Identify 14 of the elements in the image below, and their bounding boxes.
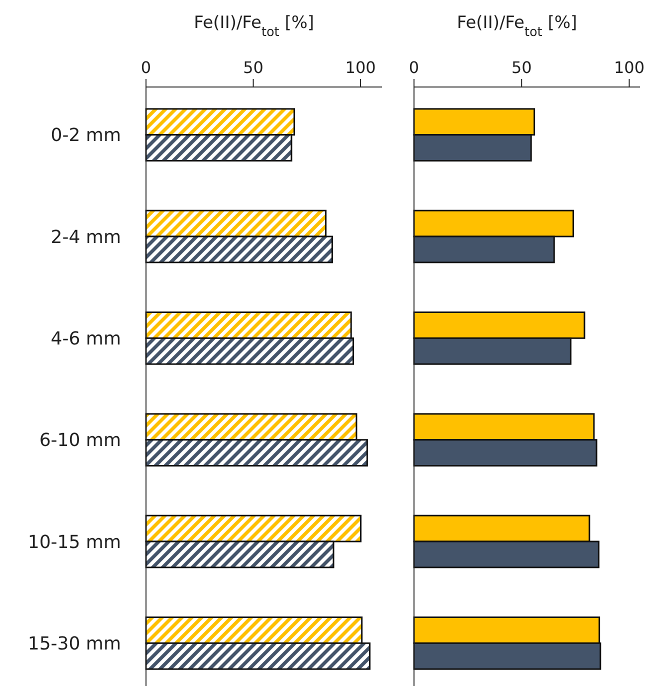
x-tick-label: 100 — [614, 58, 645, 77]
x-tick-label: 0 — [408, 58, 420, 77]
y-tick-label: 2-4 mm — [50, 226, 121, 248]
x-tick-label: 50 — [511, 58, 532, 77]
y-tick-label: 0-2 mm — [50, 125, 121, 146]
y-tick-label: 15-30 mm — [28, 633, 121, 654]
x-axis-title: Fe(II)/Fe$_{tot}$ [%] — [456, 13, 578, 40]
x-tick-label: 50 — [243, 58, 264, 77]
y-tick-label: 4-6 mm — [50, 328, 121, 350]
x-tick-label: 100 — [345, 58, 376, 77]
x-axis-title: Fe(II)/Fe$_{tot}$ [%] — [194, 13, 314, 40]
y-tick-label: 10-15 mm — [28, 532, 121, 553]
x-tick-label: 0 — [140, 58, 152, 77]
y-tick-label: 6-10 mm — [39, 430, 121, 452]
